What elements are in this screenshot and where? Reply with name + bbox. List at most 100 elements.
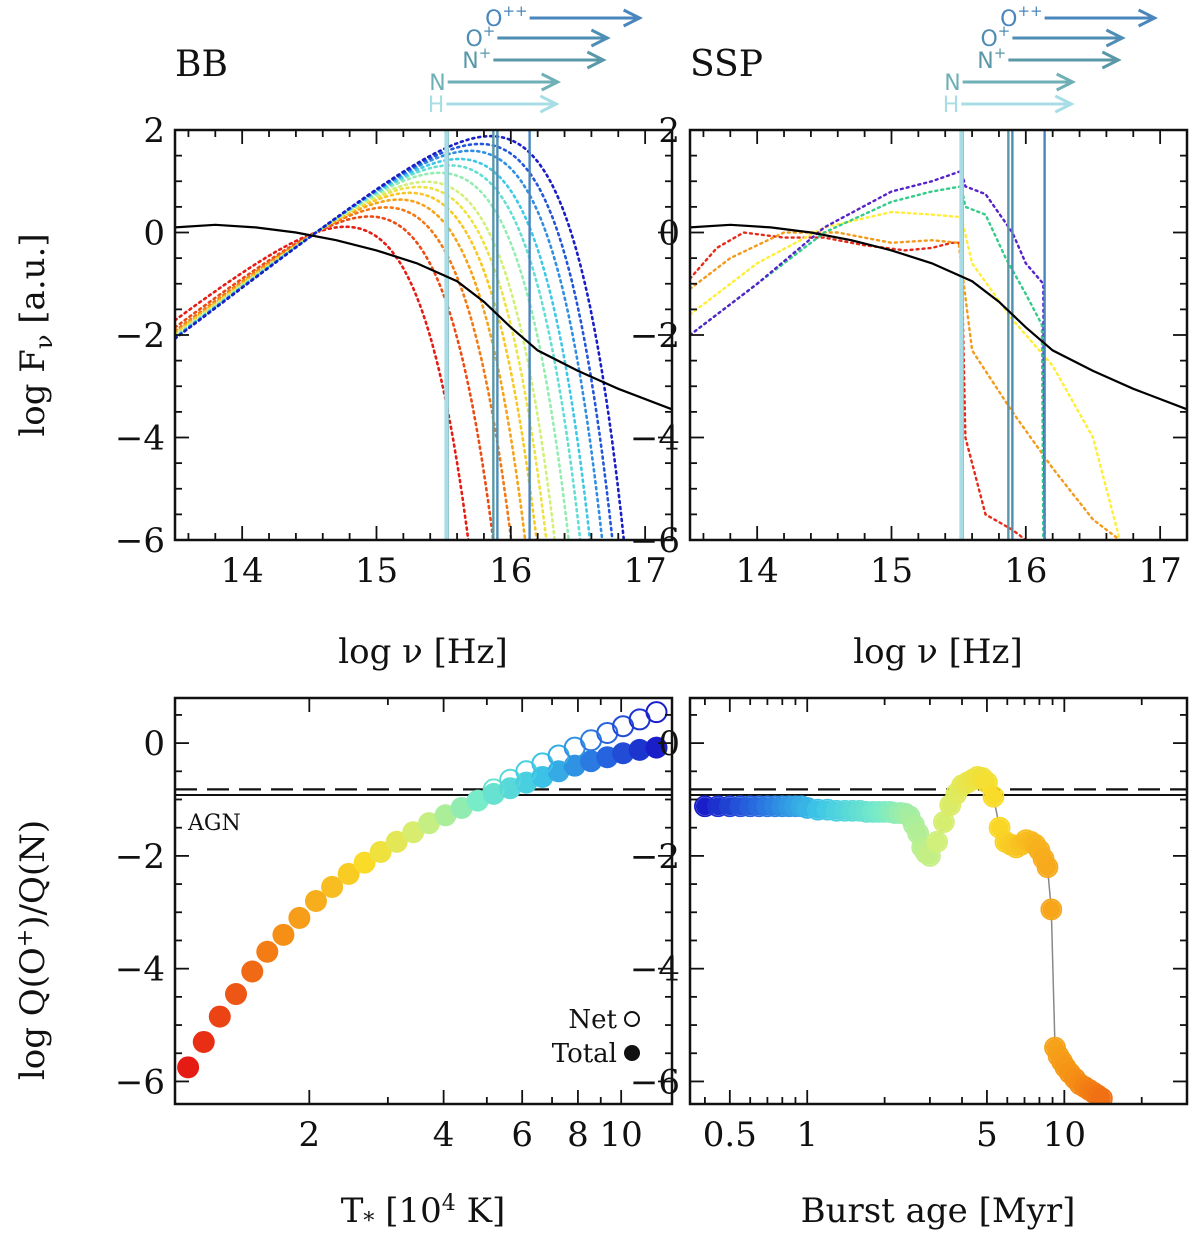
legend-net-label: Net xyxy=(568,1005,617,1035)
y-tick-label: 0 xyxy=(143,724,165,764)
axes-frame xyxy=(688,696,1189,1106)
y-tick-label: −2 xyxy=(630,316,680,356)
net-point xyxy=(596,721,619,744)
edge-arrow-head xyxy=(1105,28,1126,48)
total-point xyxy=(628,738,651,761)
top-left-xlabel: log ν [Hz] xyxy=(338,632,508,672)
edge-label: N+ xyxy=(462,44,491,74)
bll-mid: [10 xyxy=(374,1191,441,1231)
total-point xyxy=(272,923,295,946)
x-tick-label: 6 xyxy=(511,1115,533,1155)
total-point xyxy=(1092,1089,1111,1104)
panel-ratio-burst-age: −6 −4 −2 0 0.5 1 5 10 xyxy=(630,696,1189,1155)
top-right-xlabel: log ν [Hz] xyxy=(853,632,1023,672)
panel-ratio-temperature: −6 −4 −2 0 2 4 6 8 10 xyxy=(115,696,674,1155)
axes-frame xyxy=(173,128,674,542)
x-tick-label: 16 xyxy=(489,551,532,591)
total-point xyxy=(385,830,408,853)
x-tick-label: 8 xyxy=(567,1115,589,1155)
y-tick-label: 2 xyxy=(658,111,680,151)
total-point xyxy=(1042,900,1061,919)
legend-total-marker xyxy=(624,1045,640,1061)
y-tick-label: −4 xyxy=(630,950,680,990)
x-tick-label: 15 xyxy=(870,551,913,591)
bottom-ylabel-tail: )/Q(N) xyxy=(13,820,53,929)
y-tick-label: 0 xyxy=(658,724,680,764)
y-tick-label: −6 xyxy=(630,1062,680,1102)
plot-area xyxy=(690,766,1187,1104)
total-point xyxy=(321,875,344,898)
y-tick-label: 2 xyxy=(143,111,165,151)
ionization-edge-arrows-left: O++O+N+NH xyxy=(428,2,643,118)
axes-frame xyxy=(173,696,674,1106)
edge-arrow-head xyxy=(586,50,607,70)
plot-area xyxy=(175,130,672,540)
tick-marks xyxy=(175,129,673,541)
total-point xyxy=(353,851,376,874)
x-tick-label: 5 xyxy=(976,1115,998,1155)
bottom-ylabel: log Q(O+)/Q(N) xyxy=(13,820,53,1080)
y-tick-label: −2 xyxy=(630,837,680,877)
bb-curve xyxy=(175,180,556,540)
net-point xyxy=(645,701,668,724)
edge-arrow-head xyxy=(1056,72,1077,92)
y-tick-label: 0 xyxy=(658,214,680,254)
y-tick-label: −2 xyxy=(115,316,165,356)
bb-curve xyxy=(175,215,495,540)
total-point xyxy=(369,840,392,863)
top-ylabel: log Fν [a.u.] xyxy=(13,233,58,436)
y-tick-label: −6 xyxy=(630,521,680,561)
bb-curve xyxy=(175,206,513,540)
total-point xyxy=(612,742,635,765)
x-tick-label: 14 xyxy=(221,551,264,591)
x-tick-label: 17 xyxy=(624,551,667,591)
total-point xyxy=(224,983,247,1006)
ssp-curve xyxy=(690,231,1027,540)
edge-arrow-head xyxy=(590,28,611,48)
edge-label: H xyxy=(428,93,445,118)
bll-main: T xyxy=(341,1191,364,1231)
edge-label: N+ xyxy=(977,44,1006,74)
top-ylabel-unit: [a.u.] xyxy=(13,233,53,334)
panel-title-ssp: SSP xyxy=(690,44,763,85)
y-tick-label: −6 xyxy=(115,521,165,561)
edge-label: H xyxy=(943,93,960,118)
total-point xyxy=(192,1030,215,1053)
y-tick-label: −6 xyxy=(115,1062,165,1102)
bottom-ylabel-main: log Q(O xyxy=(13,947,53,1080)
x-tick-label: 4 xyxy=(433,1115,455,1155)
edge-arrow-head xyxy=(1137,8,1158,28)
total-point xyxy=(288,906,311,929)
y-tick-label: 0 xyxy=(143,214,165,254)
edge-arrow-head xyxy=(541,72,562,92)
agn-curve xyxy=(175,223,672,411)
bll-tail: K] xyxy=(456,1191,505,1231)
bb-curve xyxy=(175,134,626,540)
plot-area xyxy=(690,130,1187,540)
edge-label-sup: ++ xyxy=(502,2,527,20)
bll-sub: * xyxy=(363,1209,374,1234)
total-point xyxy=(241,960,264,983)
panel-spectra-ssp: −6 −4 −2 0 2 14 15 16 17 xyxy=(630,111,1189,591)
edge-label-sup: ++ xyxy=(1017,2,1042,20)
total-point xyxy=(208,1005,231,1028)
total-point xyxy=(256,940,279,963)
total-point xyxy=(304,890,327,912)
bottom-left-xlabel: T* [104 K] xyxy=(341,1191,506,1234)
top-ylabel-main: log F xyxy=(13,349,53,437)
total-point xyxy=(177,1056,200,1079)
ssp-curve xyxy=(690,185,1045,540)
x-tick-label: 15 xyxy=(355,551,398,591)
bottom-ylabel-sup: + xyxy=(13,929,38,947)
total-point xyxy=(418,812,441,835)
edge-label-sup: + xyxy=(483,22,496,40)
top-ylabel-sub: ν xyxy=(30,335,58,350)
edge-label-sup: + xyxy=(998,22,1011,40)
x-tick-label: 17 xyxy=(1139,551,1182,591)
x-tick-label: 0.5 xyxy=(703,1115,757,1155)
total-point xyxy=(928,832,947,851)
y-tick-label: −4 xyxy=(115,950,165,990)
bll-sup: 4 xyxy=(442,1191,456,1216)
total-point xyxy=(984,787,1003,806)
edge-arrow-head xyxy=(1054,94,1075,114)
